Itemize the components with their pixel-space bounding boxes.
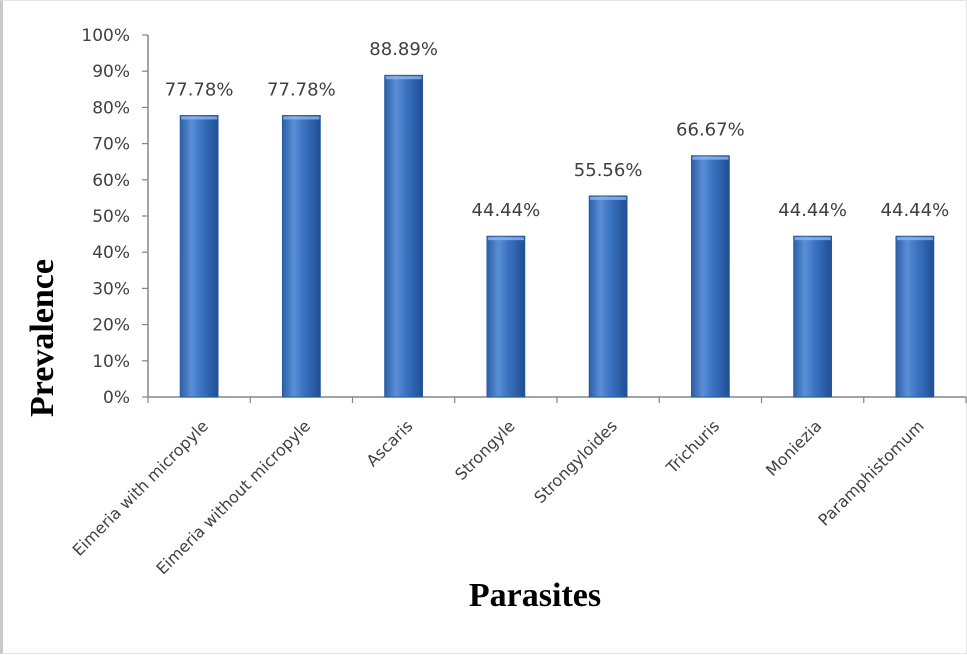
y-tick-label: 70% <box>92 135 130 155</box>
y-tick-label: 0% <box>103 388 130 408</box>
data-label: 88.89% <box>369 39 438 60</box>
y-tick-label: 100% <box>81 26 130 46</box>
category-label: Moniezia <box>762 416 825 479</box>
bar-highlight <box>283 116 320 120</box>
bar <box>384 74 424 398</box>
x-axis-title: Parasites <box>469 577 601 614</box>
y-tick-label: 50% <box>92 207 130 227</box>
bar-highlight <box>181 116 218 120</box>
bar-highlight <box>590 196 627 200</box>
bar-highlight <box>692 156 729 160</box>
data-label: 44.44% <box>778 200 847 221</box>
bar-highlight <box>794 237 831 241</box>
y-tick-label: 60% <box>92 171 130 191</box>
bar-highlight <box>385 76 422 80</box>
data-label: 66.67% <box>676 120 745 141</box>
category-label: Trichuris <box>662 416 723 477</box>
y-tick-label: 20% <box>92 316 130 336</box>
bar-chart: 0%10%20%30%40%50%60%70%80%90%100%77.78%E… <box>24 26 967 614</box>
y-tick-label: 80% <box>92 98 130 118</box>
bar-highlight <box>896 237 933 241</box>
data-label: 77.78% <box>165 79 234 100</box>
y-tick-label: 90% <box>92 62 130 82</box>
bar <box>690 155 730 398</box>
bars <box>179 74 935 398</box>
y-tick-label: 40% <box>92 243 130 263</box>
data-label: 55.56% <box>574 160 643 181</box>
y-tick-label: 10% <box>92 352 130 372</box>
category-label: Strongyloides <box>530 416 621 507</box>
data-label: 44.44% <box>472 200 541 221</box>
bar <box>895 235 935 398</box>
bar <box>179 115 219 398</box>
bar <box>486 235 526 398</box>
bar <box>588 195 628 398</box>
data-label: 77.78% <box>267 79 336 100</box>
category-label: Paramphistomum <box>814 416 927 529</box>
data-label: 44.44% <box>881 200 950 221</box>
y-tick-label: 30% <box>92 279 130 299</box>
bar <box>793 235 833 398</box>
bar-highlight <box>487 237 524 241</box>
bar <box>281 115 321 398</box>
y-axis-title: Prevalence <box>24 259 61 417</box>
category-label: Strongyle <box>451 416 519 484</box>
category-label: Ascaris <box>363 416 417 470</box>
